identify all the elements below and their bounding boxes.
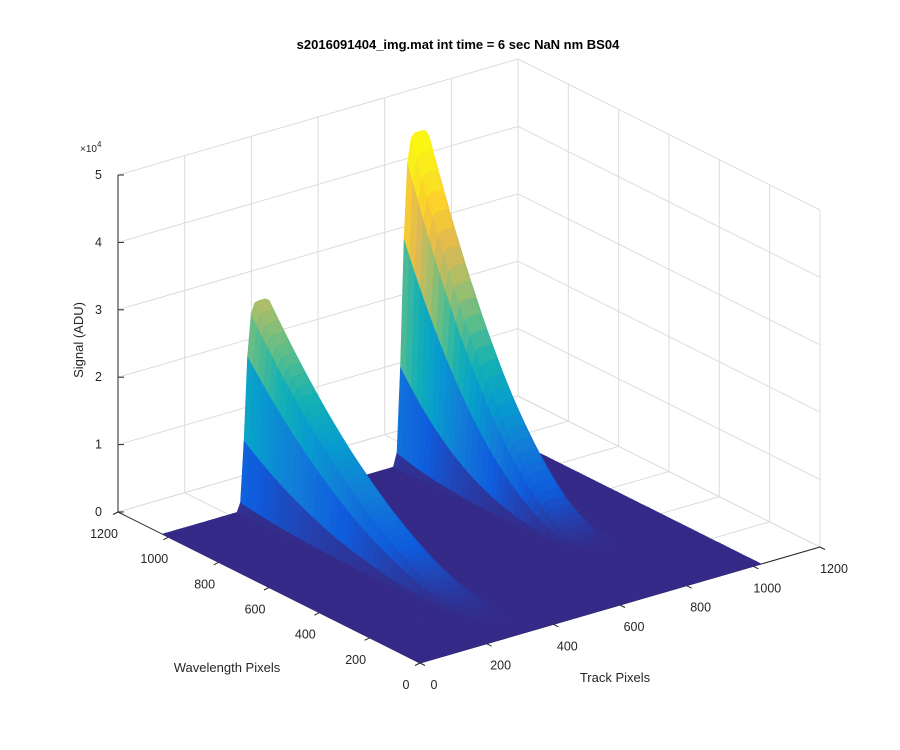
- y-axis-label: Wavelength Pixels: [174, 660, 281, 675]
- x-axis-label: Track Pixels: [580, 670, 651, 685]
- back-wall-grid-z: [117, 58, 519, 176]
- y-tick-mark: [364, 637, 370, 641]
- x-tick-label: 400: [557, 639, 578, 653]
- x-tick-mark: [819, 546, 826, 550]
- z-axis-label: Signal (ADU): [71, 302, 86, 378]
- z-tick-label: 1: [95, 438, 102, 452]
- y-tick-label: 1000: [140, 552, 168, 566]
- y-tick-mark: [263, 587, 270, 591]
- x-tick-label: 200: [490, 659, 511, 673]
- z-exponent-power: 4: [97, 140, 102, 149]
- y-tick-mark: [163, 536, 169, 541]
- z-tick-label: 2: [95, 370, 102, 384]
- y-tick-label: 1200: [90, 527, 118, 541]
- z-tick-label: 0: [95, 505, 102, 519]
- y-tick-mark: [414, 662, 421, 666]
- x-tick-label: 0: [431, 678, 438, 692]
- y-tick-label: 400: [295, 628, 316, 642]
- x-tick-mark: [419, 662, 426, 666]
- side-wall-grid-z: [517, 395, 821, 548]
- z-tick-label: 5: [95, 168, 102, 182]
- x-tick-label: 600: [624, 620, 645, 634]
- side-wall-grid-z: [517, 193, 821, 346]
- y-tick-label: 0: [403, 678, 410, 692]
- x-tick-label: 1000: [753, 581, 781, 595]
- z-exponent: ×104: [80, 140, 102, 155]
- surface: [161, 130, 763, 664]
- z-tick-label: 4: [95, 235, 102, 249]
- side-wall-grid-z: [517, 260, 821, 413]
- x-tick-mark: [486, 643, 492, 647]
- back-wall-grid-z: [117, 193, 519, 311]
- y-tick-label: 600: [245, 603, 266, 617]
- chart-title: s2016091404_img.mat int time = 6 sec NaN…: [297, 37, 620, 52]
- y-tick-label: 800: [194, 577, 215, 591]
- side-wall-grid-z: [517, 328, 821, 481]
- x-tick-mark: [686, 585, 692, 589]
- y-tick-label: 200: [345, 653, 366, 667]
- y-tick-mark: [213, 561, 219, 566]
- z-exponent-base: ×10: [80, 144, 97, 155]
- z-tick-label: 3: [95, 303, 102, 317]
- side-wall-grid-z: [517, 125, 821, 278]
- x-tick-mark: [619, 604, 626, 608]
- back-wall-grid-z: [117, 125, 519, 243]
- x-tick-mark: [553, 623, 559, 628]
- y-tick-mark: [314, 612, 320, 616]
- x-tick-label: 800: [690, 601, 711, 615]
- y-tick-mark: [112, 511, 119, 515]
- x-tick-label: 1200: [820, 562, 848, 576]
- side-wall-grid-z: [517, 58, 821, 211]
- x-tick-mark: [753, 565, 759, 570]
